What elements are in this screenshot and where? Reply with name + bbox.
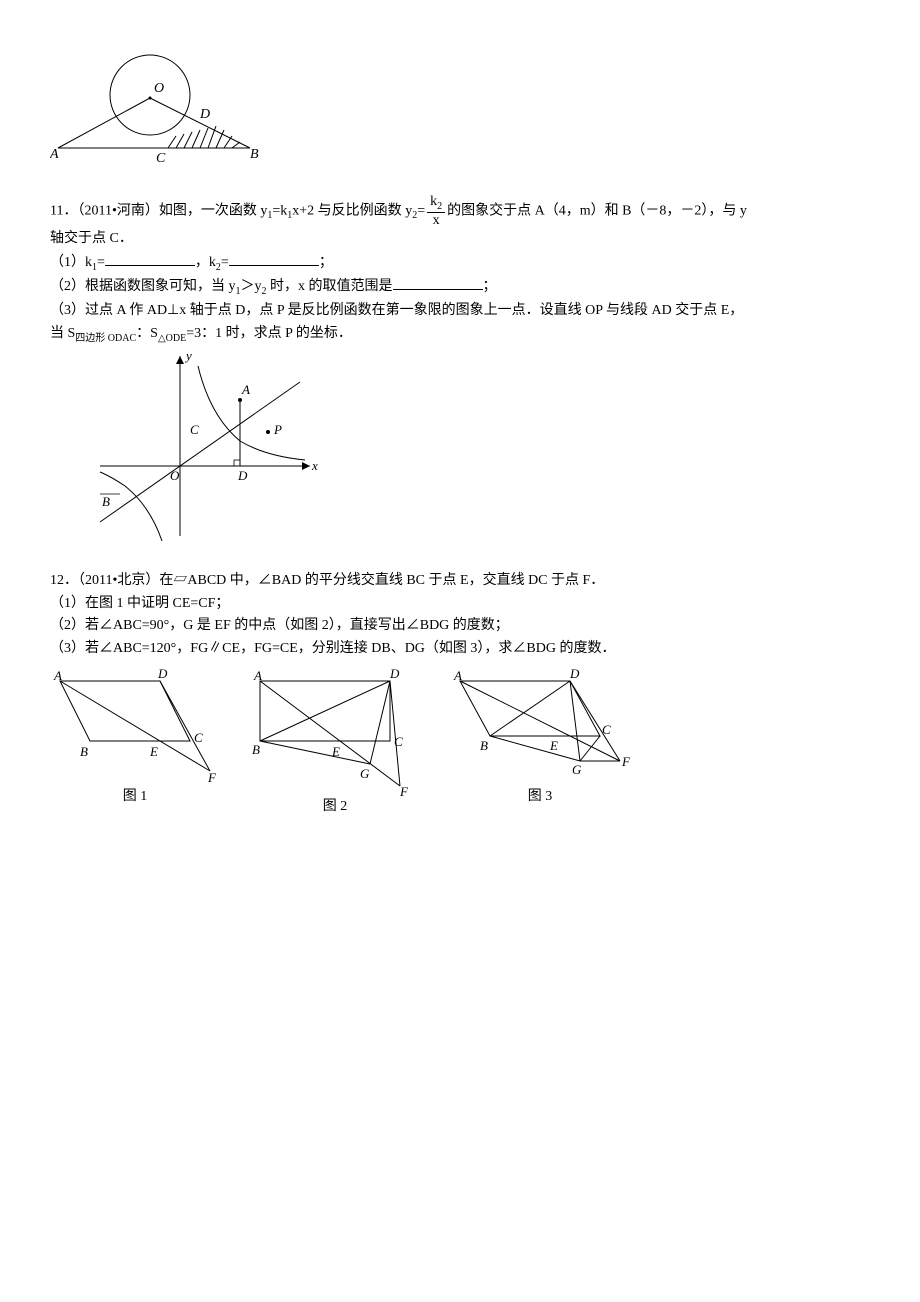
p12-q3: （3）若∠ABC=120°，FG∥CE，FG=CE，分别连接 DB、DG（如图 … (50, 638, 870, 660)
lab-x: x (311, 458, 318, 473)
G: G (360, 766, 370, 781)
G: G (572, 762, 582, 777)
lF: F (207, 770, 217, 785)
num-sub: 2 (437, 201, 442, 212)
B: B (480, 738, 488, 753)
problem-11: 11．（2011•河南）如图，一次函数 y1=k1x+2 与反比例函数 y2=k… (50, 194, 870, 546)
p12-q1: （1）在图 1 中证明 CE=CF； (50, 593, 870, 615)
text: ，k (195, 255, 216, 270)
A: A (453, 668, 462, 683)
p12-stem: 12．（2011•北京）在▱ABCD 中，∠BAD 的平分线交直线 BC 于点 … (50, 570, 870, 592)
blank (393, 275, 483, 290)
text: 时，x 的取值范围是 (267, 279, 393, 294)
caption1: 图 1 (50, 786, 220, 808)
F: F (399, 784, 409, 796)
p11-q3b: 当 S四边形 ODAC：S△ODE=3：1 时，求点 P 的坐标． (50, 323, 870, 347)
p12-q2: （2）若∠ABC=90°，G 是 EF 的中点（如图 2），直接写出∠BDG 的… (50, 615, 870, 637)
B: B (252, 742, 260, 757)
p11-line2: 轴交于点 C． (50, 228, 870, 250)
label-D: D (199, 107, 210, 122)
den: x (427, 213, 445, 228)
fig1: A D B C E F 图 1 (50, 666, 220, 818)
label-A: A (50, 147, 59, 162)
E: E (331, 744, 340, 759)
lab-y: y (184, 348, 192, 363)
fig3: A D B C E G F 图 3 (450, 666, 630, 818)
text: ； (483, 279, 497, 294)
label-O: O (154, 81, 164, 96)
lab-A: A (241, 382, 250, 397)
lab-B: B (102, 494, 110, 509)
lA: A (53, 668, 62, 683)
D: D (569, 666, 580, 681)
lB: B (80, 744, 88, 759)
text: = (97, 255, 105, 270)
F: F (621, 754, 630, 769)
blank (229, 251, 319, 266)
text: =3：1 时，求点 P 的坐标． (186, 326, 352, 341)
text: x+2 与反比例函数 (292, 203, 401, 218)
text: 当 S (50, 326, 75, 341)
p11-q2: （2）根据函数图象可知，当 y1＞y2 时，x 的取值范围是； (50, 275, 870, 300)
E: E (549, 738, 558, 753)
caption2: 图 2 (250, 796, 420, 818)
text: 11．（2011•河南）如图，一次函数 y (50, 203, 267, 218)
text: （1）k (50, 255, 92, 270)
text: =k (272, 203, 287, 218)
blank (105, 251, 195, 266)
fig2: A D B C E G F 图 2 (250, 666, 420, 818)
triangle-circle-figure: A B C D O (50, 40, 280, 170)
text: ； (319, 255, 333, 270)
lab-D: D (237, 468, 248, 483)
text: ：S (136, 326, 158, 341)
text: ＞y (241, 279, 262, 294)
p12-figures: A D B C E F 图 1 A D (50, 666, 870, 818)
A: A (253, 668, 262, 683)
lC: C (194, 730, 203, 745)
text: （3）过点 A 作 AD⊥x 轴于点 D，点 P 是反比例函数在第一象限的图象上… (50, 303, 743, 318)
lD: D (157, 666, 168, 681)
C: C (602, 722, 611, 737)
sub: 四边形 ODAC (75, 332, 136, 343)
fraction: k2x (427, 194, 445, 228)
text: 的图象交于点 A（4，m）和 B（－8，－2），与 y (447, 203, 747, 218)
label-B: B (250, 147, 259, 162)
lab-P: P (273, 422, 282, 437)
p11-graph: O D x y A P C B (90, 346, 330, 546)
p11-stem: 11．（2011•河南）如图，一次函数 y1=k1x+2 与反比例函数 y2=k… (50, 194, 870, 228)
problem-12: 12．（2011•北京）在▱ABCD 中，∠BAD 的平分线交直线 BC 于点 … (50, 570, 870, 818)
lab-C: C (190, 422, 199, 437)
D: D (389, 666, 400, 681)
caption3: 图 3 (450, 786, 630, 808)
lE: E (149, 744, 158, 759)
p11-q1: （1）k1=，k2=； (50, 251, 870, 276)
p11-q3: （3）过点 A 作 AD⊥x 轴于点 D，点 P 是反比例函数在第一象限的图象上… (50, 300, 870, 322)
sub: △ODE (158, 332, 186, 343)
eq: = (417, 203, 425, 218)
lab-O: O (170, 468, 180, 483)
text: （2）根据函数图象可知，当 y (50, 279, 236, 294)
label-C: C (156, 151, 166, 166)
prev-figure: A B C D O (50, 40, 870, 170)
C: C (394, 734, 403, 749)
text: = (221, 255, 229, 270)
